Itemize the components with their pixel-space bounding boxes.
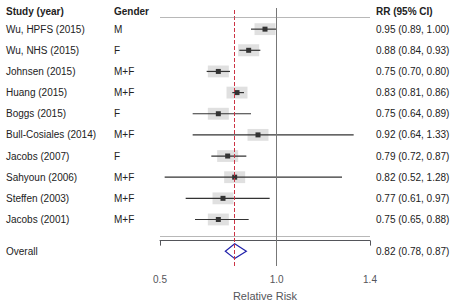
svg-text:Johnsen (2015): Johnsen (2015) xyxy=(6,66,76,77)
svg-text:Steffen (2003): Steffen (2003) xyxy=(6,193,69,204)
svg-text:0.95 (0.89, 1.00): 0.95 (0.89, 1.00) xyxy=(376,24,449,35)
svg-text:Huang (2015): Huang (2015) xyxy=(6,87,67,98)
svg-text:M: M xyxy=(114,24,122,35)
svg-text:Sahyoun (2006): Sahyoun (2006) xyxy=(6,172,77,183)
svg-text:0.79 (0.72, 0.87): 0.79 (0.72, 0.87) xyxy=(376,151,449,162)
svg-text:0.82 (0.52, 1.28): 0.82 (0.52, 1.28) xyxy=(376,172,449,183)
svg-text:Relative Risk: Relative Risk xyxy=(233,290,298,302)
svg-text:M+F: M+F xyxy=(114,193,134,204)
svg-text:M+F: M+F xyxy=(114,214,134,225)
svg-text:M+F: M+F xyxy=(114,87,134,98)
svg-text:F: F xyxy=(114,45,120,56)
svg-text:0.75 (0.65, 0.88): 0.75 (0.65, 0.88) xyxy=(376,214,449,225)
svg-text:M+F: M+F xyxy=(114,66,134,77)
svg-text:M+F: M+F xyxy=(114,129,134,140)
svg-text:0.88 (0.84, 0.93): 0.88 (0.84, 0.93) xyxy=(376,45,449,56)
svg-text:1.4: 1.4 xyxy=(363,274,377,285)
svg-text:0.77 (0.61, 0.97): 0.77 (0.61, 0.97) xyxy=(376,193,449,204)
svg-text:Jacobs (2007): Jacobs (2007) xyxy=(6,151,69,162)
svg-text:RR (95% CI): RR (95% CI) xyxy=(376,6,433,17)
svg-text:F: F xyxy=(114,151,120,162)
svg-text:0.75 (0.70, 0.80): 0.75 (0.70, 0.80) xyxy=(376,66,449,77)
svg-text:Wu, HPFS (2015): Wu, HPFS (2015) xyxy=(6,24,85,35)
svg-text:Overall: Overall xyxy=(6,246,38,257)
svg-text:0.92 (0.64, 1.33): 0.92 (0.64, 1.33) xyxy=(376,129,449,140)
svg-text:Boggs (2015): Boggs (2015) xyxy=(6,108,66,119)
svg-text:0.5: 0.5 xyxy=(153,274,167,285)
svg-text:Wu, NHS (2015): Wu, NHS (2015) xyxy=(6,45,79,56)
svg-text:1.0: 1.0 xyxy=(270,274,284,285)
svg-text:0.75 (0.64, 0.89): 0.75 (0.64, 0.89) xyxy=(376,108,449,119)
svg-text:Jacobs (2001): Jacobs (2001) xyxy=(6,214,69,225)
svg-text:0.83 (0.81, 0.86): 0.83 (0.81, 0.86) xyxy=(376,87,449,98)
svg-text:Bull-Cosiales (2014): Bull-Cosiales (2014) xyxy=(6,129,96,140)
svg-text:M+F: M+F xyxy=(114,172,134,183)
svg-text:Gender: Gender xyxy=(114,6,149,17)
svg-text:Study (year): Study (year) xyxy=(6,6,64,17)
svg-text:F: F xyxy=(114,108,120,119)
svg-text:0.82 (0.78, 0.87): 0.82 (0.78, 0.87) xyxy=(376,246,449,257)
